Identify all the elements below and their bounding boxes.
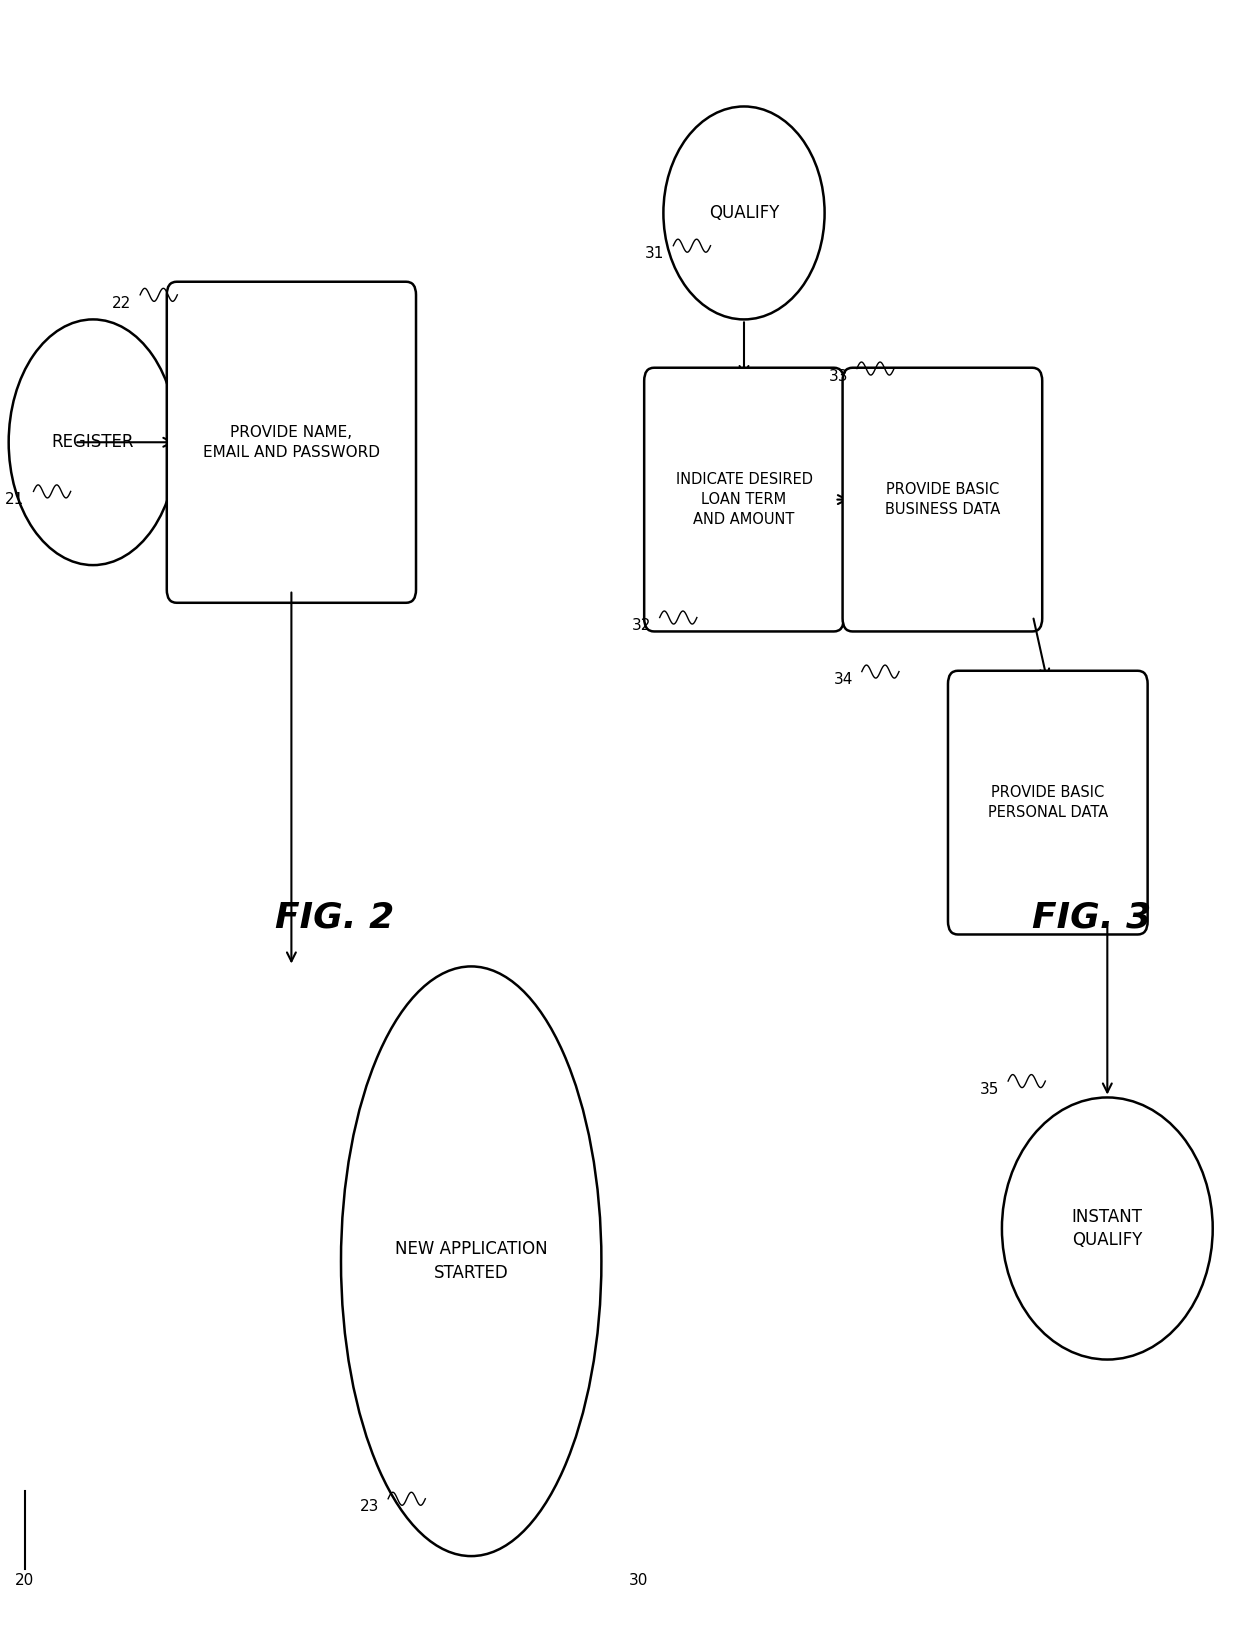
Text: INSTANT
QUALIFY: INSTANT QUALIFY xyxy=(1071,1207,1143,1250)
Text: NEW APPLICATION
STARTED: NEW APPLICATION STARTED xyxy=(394,1240,548,1283)
Ellipse shape xyxy=(341,966,601,1556)
Text: 22: 22 xyxy=(112,295,131,311)
Text: 33: 33 xyxy=(828,369,848,385)
Text: 35: 35 xyxy=(980,1081,999,1097)
Text: REGISTER: REGISTER xyxy=(52,434,134,450)
FancyBboxPatch shape xyxy=(843,369,1042,632)
Text: 30: 30 xyxy=(629,1572,649,1589)
Text: 32: 32 xyxy=(631,618,651,634)
Text: 34: 34 xyxy=(833,672,853,688)
Text: PROVIDE NAME,
EMAIL AND PASSWORD: PROVIDE NAME, EMAIL AND PASSWORD xyxy=(203,424,379,460)
Ellipse shape xyxy=(1002,1097,1213,1360)
Text: 31: 31 xyxy=(645,246,665,262)
Text: PROVIDE BASIC
PERSONAL DATA: PROVIDE BASIC PERSONAL DATA xyxy=(988,785,1107,821)
Text: 20: 20 xyxy=(15,1572,35,1589)
FancyBboxPatch shape xyxy=(947,672,1147,934)
Ellipse shape xyxy=(9,319,177,565)
FancyBboxPatch shape xyxy=(645,369,843,632)
Text: FIG. 3: FIG. 3 xyxy=(1032,901,1151,934)
FancyBboxPatch shape xyxy=(166,282,417,603)
Text: 23: 23 xyxy=(360,1499,379,1515)
Ellipse shape xyxy=(663,106,825,319)
Text: INDICATE DESIRED
LOAN TERM
AND AMOUNT: INDICATE DESIRED LOAN TERM AND AMOUNT xyxy=(676,472,812,527)
Text: PROVIDE BASIC
BUSINESS DATA: PROVIDE BASIC BUSINESS DATA xyxy=(885,482,999,518)
Text: 21: 21 xyxy=(5,491,25,508)
Text: QUALIFY: QUALIFY xyxy=(709,205,779,221)
Text: FIG. 2: FIG. 2 xyxy=(275,901,394,934)
